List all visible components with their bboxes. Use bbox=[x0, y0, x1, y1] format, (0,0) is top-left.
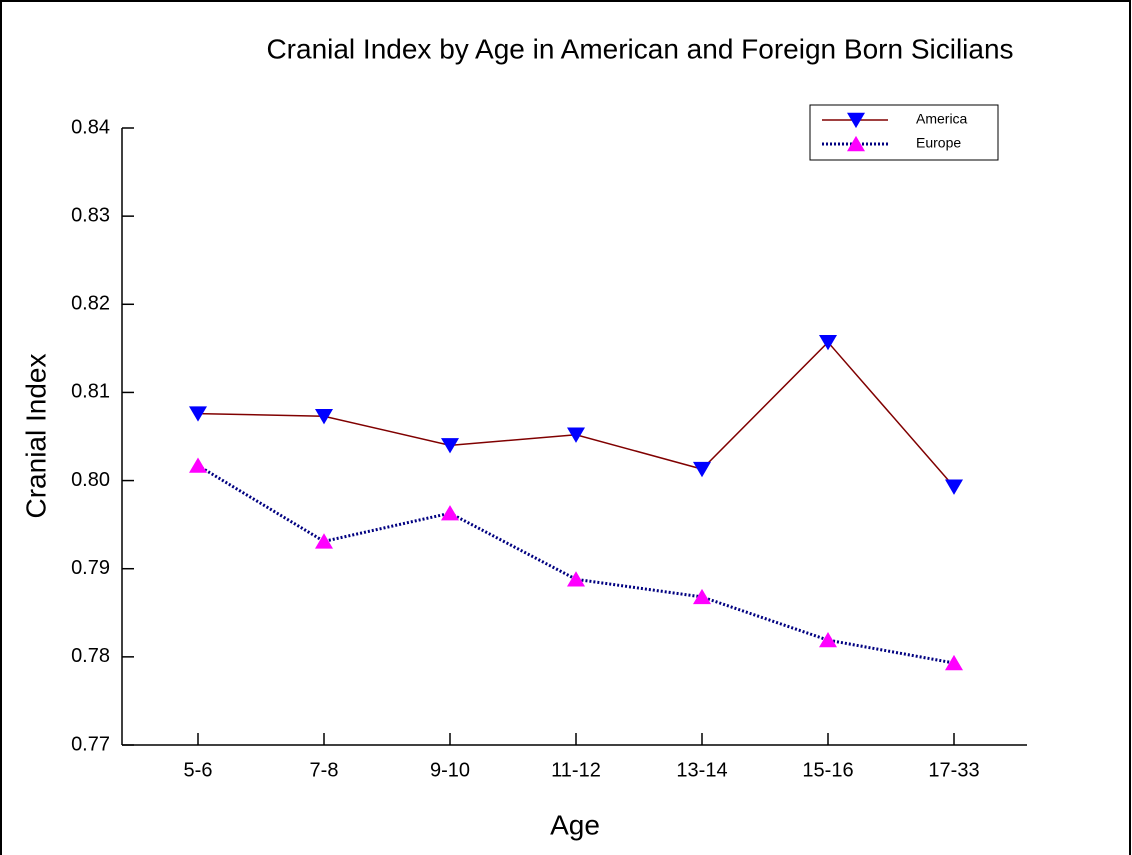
x-tick-label: 17-33 bbox=[928, 759, 979, 781]
marker bbox=[189, 457, 207, 473]
x-tick-label: 5-6 bbox=[184, 759, 213, 781]
x-axis-label: Age bbox=[550, 809, 600, 840]
legend-marker bbox=[847, 135, 865, 152]
legend-marker bbox=[847, 112, 865, 129]
x-tick-label: 13-14 bbox=[676, 759, 727, 781]
y-tick-label: 0.84 bbox=[71, 116, 110, 138]
x-tick-label: 15-16 bbox=[802, 759, 853, 781]
x-tick-label: 7-8 bbox=[310, 759, 339, 781]
marker bbox=[693, 588, 711, 605]
series-line bbox=[197, 341, 955, 488]
marker bbox=[819, 334, 837, 351]
chart-title: Cranial Index by Age in American and For… bbox=[266, 33, 1013, 64]
legend-label: Europe bbox=[916, 135, 961, 151]
marker bbox=[567, 571, 585, 587]
x-tick-label: 9-10 bbox=[430, 759, 470, 781]
marker bbox=[441, 505, 459, 521]
marker bbox=[945, 479, 963, 495]
y-axis-label: Cranial Index bbox=[20, 354, 51, 519]
marker bbox=[441, 438, 459, 454]
y-tick-label: 0.81 bbox=[71, 381, 110, 403]
marker bbox=[315, 533, 333, 549]
series-line bbox=[197, 464, 955, 665]
marker bbox=[567, 427, 585, 443]
y-tick-label: 0.82 bbox=[71, 293, 110, 315]
y-tick-label: 0.83 bbox=[71, 204, 110, 226]
marker bbox=[315, 409, 333, 425]
y-tick-label: 0.77 bbox=[71, 733, 110, 755]
marker bbox=[189, 406, 207, 422]
legend-label: America bbox=[916, 111, 968, 127]
y-tick-label: 0.80 bbox=[71, 469, 110, 491]
marker bbox=[945, 654, 963, 671]
x-tick-label: 11-12 bbox=[551, 759, 601, 781]
marker bbox=[693, 461, 711, 478]
y-tick-label: 0.79 bbox=[71, 557, 110, 579]
y-tick-label: 0.78 bbox=[71, 645, 110, 667]
legend-box bbox=[809, 104, 999, 161]
marker bbox=[819, 632, 837, 648]
